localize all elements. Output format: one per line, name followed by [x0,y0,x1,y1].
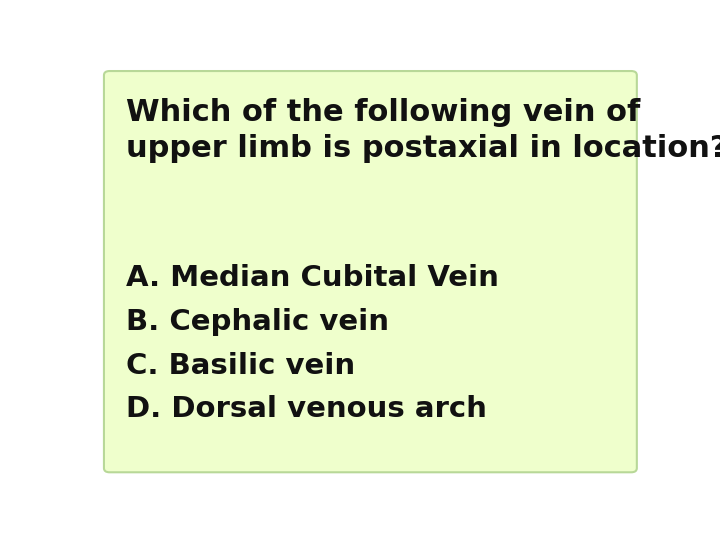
Text: A. Median Cubital Vein: A. Median Cubital Vein [126,265,499,292]
Text: Which of the following vein of
upper limb is postaxial in location?: Which of the following vein of upper lim… [126,98,720,163]
FancyBboxPatch shape [104,71,637,472]
Text: C. Basilic vein: C. Basilic vein [126,352,356,380]
Text: D. Dorsal venous arch: D. Dorsal venous arch [126,395,487,423]
Text: B. Cephalic vein: B. Cephalic vein [126,308,390,336]
